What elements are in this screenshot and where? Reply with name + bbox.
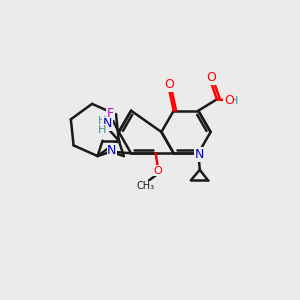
Text: H: H bbox=[98, 124, 106, 134]
Text: F: F bbox=[107, 106, 114, 120]
Text: H: H bbox=[98, 116, 106, 126]
Text: O: O bbox=[224, 94, 234, 107]
Text: N: N bbox=[107, 144, 117, 157]
Text: O: O bbox=[207, 71, 216, 84]
Text: N: N bbox=[103, 117, 112, 130]
Text: CH₃: CH₃ bbox=[136, 181, 154, 191]
Text: H: H bbox=[230, 96, 238, 106]
Text: N: N bbox=[195, 148, 204, 161]
Text: O: O bbox=[154, 166, 163, 176]
Text: O: O bbox=[164, 78, 174, 91]
